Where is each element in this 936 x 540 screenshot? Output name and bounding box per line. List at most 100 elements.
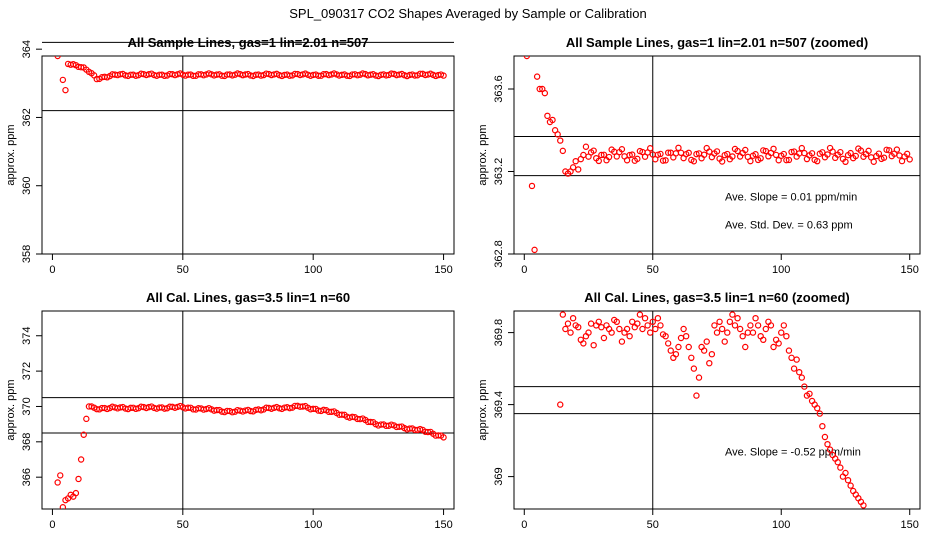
data-point <box>657 150 664 158</box>
data-point <box>559 311 567 318</box>
plot-frame <box>41 55 455 255</box>
y-tick-label: 369.8 <box>493 319 505 347</box>
annotation: Ave. Slope = 0.01 ppm/min <box>725 192 857 204</box>
data-point <box>83 415 90 423</box>
data-point <box>762 325 770 333</box>
y-tick-label: 362 <box>21 108 33 126</box>
data-point <box>814 157 821 165</box>
data-point <box>772 151 780 159</box>
data-point <box>623 325 631 333</box>
data-point <box>860 502 867 509</box>
data-point <box>652 325 659 333</box>
data-point <box>785 347 793 354</box>
data-point <box>652 156 659 163</box>
data-point <box>672 351 680 358</box>
data-point <box>644 322 651 329</box>
data-point <box>629 151 636 158</box>
data-point <box>685 149 692 157</box>
data-point <box>62 86 69 94</box>
x-tick-label: 0 <box>49 519 55 531</box>
data-point <box>523 56 531 60</box>
data-point <box>708 351 716 358</box>
data-point <box>641 315 649 322</box>
data-point <box>132 405 140 413</box>
data-point <box>557 401 564 408</box>
data-point <box>359 70 366 77</box>
data-point <box>906 156 913 163</box>
y-axis-label: approx. ppm <box>5 379 17 440</box>
plot-frame <box>513 55 921 255</box>
x-tick-label: 50 <box>647 264 659 276</box>
data-point <box>806 390 813 397</box>
data-point <box>675 144 682 152</box>
data-point <box>798 144 805 152</box>
data-point <box>796 369 803 376</box>
data-point <box>667 347 674 354</box>
data-point <box>229 408 236 416</box>
plot-frame <box>41 310 455 510</box>
data-point <box>742 146 749 154</box>
data-point <box>721 338 728 345</box>
data-point <box>682 333 690 340</box>
x-tick-label: 150 <box>434 519 452 531</box>
data-point <box>814 405 821 412</box>
data-point <box>731 322 739 329</box>
data-point <box>229 72 236 79</box>
data-point <box>798 374 805 381</box>
data-points <box>54 48 447 94</box>
data-point <box>585 329 592 336</box>
y-axis-label: approx. ppm <box>5 124 17 185</box>
data-point <box>837 464 844 471</box>
data-points <box>54 402 447 509</box>
data-point <box>903 150 911 158</box>
data-point <box>837 148 844 156</box>
data-point <box>690 365 698 372</box>
data-point <box>842 469 849 477</box>
data-point <box>72 489 80 497</box>
data-point <box>718 325 726 333</box>
data-point <box>562 325 569 333</box>
data-point <box>780 322 788 329</box>
data-point <box>557 137 564 144</box>
data-point <box>875 150 883 157</box>
data-point <box>785 156 793 164</box>
data-point <box>440 72 447 79</box>
y-tick-label: 363.6 <box>493 75 505 103</box>
y-tick-label: 363.2 <box>493 158 505 186</box>
data-point <box>734 315 741 322</box>
data-point <box>898 157 906 165</box>
data-point <box>636 311 644 318</box>
y-tick-label: 372 <box>21 362 33 380</box>
data-point <box>59 76 67 84</box>
data-point <box>533 73 541 80</box>
data-point <box>338 411 346 418</box>
data-point <box>896 152 903 159</box>
data-point <box>672 150 680 157</box>
x-tick-label: 150 <box>434 264 452 276</box>
y-tick-label: 358 <box>21 245 33 263</box>
data-point <box>747 322 754 329</box>
x-tick-label: 100 <box>304 264 322 276</box>
y-tick-label: 360 <box>21 177 33 195</box>
chart-panel-4: All Cal. Lines, gas=3.5 lin=1 n=60 (zoom… <box>477 290 921 531</box>
y-tick-label: 370 <box>21 397 33 415</box>
data-point <box>598 151 605 159</box>
data-point <box>58 48 63 53</box>
data-point <box>824 441 831 448</box>
data-point <box>677 149 685 157</box>
data-point <box>595 318 602 325</box>
data-point <box>575 324 582 331</box>
data-point <box>613 318 620 325</box>
data-point <box>752 151 759 158</box>
data-point <box>618 146 626 153</box>
data-point <box>662 157 669 164</box>
data-point <box>664 340 672 347</box>
y-tick-label: 368 <box>21 433 33 451</box>
data-point <box>780 150 788 158</box>
data-point <box>580 151 587 159</box>
data-point <box>893 146 901 153</box>
data-point <box>639 325 646 333</box>
data-point <box>93 75 100 83</box>
data-point <box>567 329 574 336</box>
